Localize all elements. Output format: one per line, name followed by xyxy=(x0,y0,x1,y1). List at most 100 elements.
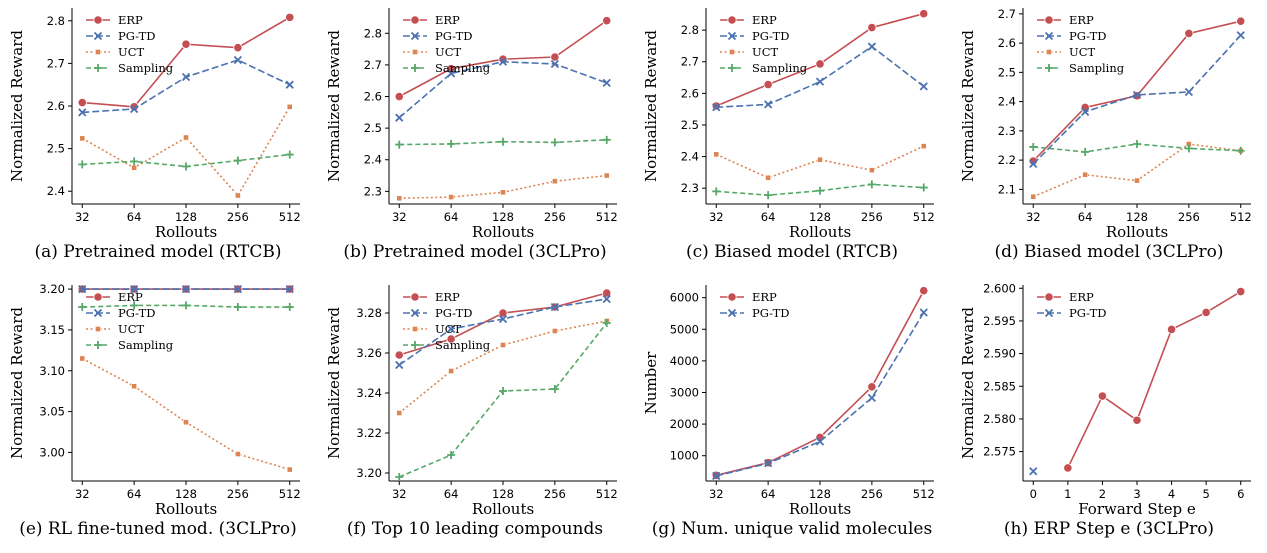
data-point xyxy=(867,42,877,51)
data-point xyxy=(499,137,507,146)
data-point xyxy=(1097,391,1108,401)
data-point xyxy=(500,189,506,196)
y-tick-label: 2.8 xyxy=(47,14,65,28)
data-point xyxy=(285,150,294,159)
series-pg-td xyxy=(395,57,611,122)
legend-label: Sampling xyxy=(435,338,491,352)
data-point xyxy=(78,160,87,169)
series-erp xyxy=(711,9,929,111)
chart-svg-7: 1000 2000 3000 4000 5000 6000 32 64 128 256 512 Rol… xyxy=(642,285,935,518)
x-axis-label: Rollouts xyxy=(472,223,534,241)
data-point xyxy=(815,59,825,69)
data-point xyxy=(1028,156,1038,166)
series-line xyxy=(398,60,608,119)
y-tick-label: 2.6 xyxy=(47,99,65,113)
data-point xyxy=(183,134,189,141)
data-point xyxy=(447,139,456,148)
data-point xyxy=(763,79,773,90)
data-point xyxy=(1029,467,1038,476)
y-axis-label: Normalized Reward xyxy=(642,30,660,182)
y-tick-label: 2.575 xyxy=(983,445,1016,459)
legend-marker xyxy=(94,341,102,349)
data-point xyxy=(919,183,928,192)
series-line xyxy=(398,320,607,414)
y-tick-label: 2.4 xyxy=(998,95,1016,109)
y-tick-label: 2.7 xyxy=(47,56,65,70)
data-point xyxy=(550,59,560,69)
legend-item: UCT xyxy=(86,45,144,59)
data-point xyxy=(1029,142,1038,151)
chart-svg-4: 2.1 2.2 2.3 2.4 2.5 2.6 2.7 32 64 128 256 512 Rollou… xyxy=(959,7,1252,241)
data-point xyxy=(395,140,404,149)
series-sampling xyxy=(395,319,611,481)
x-tick-label: 32 xyxy=(709,210,724,224)
x-tick-label: 4 xyxy=(1168,487,1175,501)
series-line xyxy=(81,357,290,471)
data-point xyxy=(603,172,610,179)
chart-panel-8: 2.575 2.580 2.585 2.590 2.595 2.600 0 1 2 3 4 5 6 For… xyxy=(951,277,1267,553)
series-line xyxy=(716,45,925,109)
data-point xyxy=(394,91,404,102)
series-line xyxy=(716,312,925,477)
data-point xyxy=(499,387,507,395)
x-tick-label: 0 xyxy=(1030,487,1037,501)
data-point xyxy=(1184,144,1193,153)
chart-panel-3: 2.3 2.4 2.5 2.6 2.7 2.8 32 64 128 256 512 Rollouts N… xyxy=(634,0,950,276)
legend-item: ERP xyxy=(403,290,460,304)
legend-marker xyxy=(1044,31,1054,41)
y-tick-label: 2.3 xyxy=(364,184,382,198)
legend-marker xyxy=(411,341,419,349)
y-tick-label: 2.7 xyxy=(681,55,699,69)
data-point xyxy=(498,57,508,66)
legend-item: PG-TD xyxy=(720,29,790,43)
chart-panel-7: 1000 2000 3000 4000 5000 6000 32 64 128 256 512 Rol… xyxy=(634,277,950,553)
legend-marker xyxy=(410,292,420,302)
x-tick-label: 128 xyxy=(809,487,831,501)
series-sampling xyxy=(1029,140,1245,156)
series-line xyxy=(1032,20,1241,162)
legend-marker xyxy=(94,64,102,72)
x-tick-label: 64 xyxy=(1078,210,1093,224)
chart-panel-1: 2.4 2.5 2.6 2.7 2.8 32 64 128 256 512 Rollouts Norm… xyxy=(0,0,316,276)
data-point xyxy=(77,97,87,108)
data-point xyxy=(867,382,877,392)
legend-marker xyxy=(411,64,419,72)
legend-marker xyxy=(93,31,103,41)
legend-label: PG-TD xyxy=(118,306,156,320)
x-tick-label: 512 xyxy=(913,210,935,224)
legend-item: UCT xyxy=(720,45,778,59)
x-tick-label: 512 xyxy=(279,210,301,224)
x-tick-label: 512 xyxy=(596,487,618,501)
x-tick-label: 32 xyxy=(75,210,90,224)
data-point xyxy=(550,302,560,312)
data-point xyxy=(131,164,138,171)
legend-item: ERP xyxy=(720,13,777,27)
x-tick-label: 32 xyxy=(392,210,407,224)
data-point xyxy=(817,156,823,163)
data-point xyxy=(764,191,773,200)
data-point xyxy=(286,466,293,473)
y-tick-label: 2.6 xyxy=(998,36,1016,50)
legend-item: ERP xyxy=(86,290,143,304)
y-tick-label: 3.20 xyxy=(39,282,65,296)
y-tick-label: 3.28 xyxy=(356,306,382,320)
legend-marker xyxy=(93,308,103,318)
legend-label: ERP xyxy=(435,290,460,304)
legend-item: PG-TD xyxy=(86,29,156,43)
data-point xyxy=(78,284,87,294)
legend-marker xyxy=(727,292,737,302)
legend-marker xyxy=(410,15,420,25)
data-point xyxy=(130,157,139,166)
chart-panel-6: 3.20 3.22 3.24 3.26 3.28 32 64 128 256 512 Rollout… xyxy=(317,277,633,553)
data-point xyxy=(815,437,825,446)
data-point xyxy=(712,103,721,112)
data-point xyxy=(867,23,877,33)
data-point xyxy=(234,192,241,199)
panel-caption: (c) Biased model (RTCB) xyxy=(685,242,899,262)
y-tick-label: 2.595 xyxy=(983,314,1016,328)
data-point xyxy=(919,286,929,296)
y-tick-label: 3.22 xyxy=(356,426,382,440)
legend-item: UCT xyxy=(403,322,461,336)
y-tick-label: 3.24 xyxy=(356,386,382,400)
x-tick-label: 128 xyxy=(809,210,831,224)
